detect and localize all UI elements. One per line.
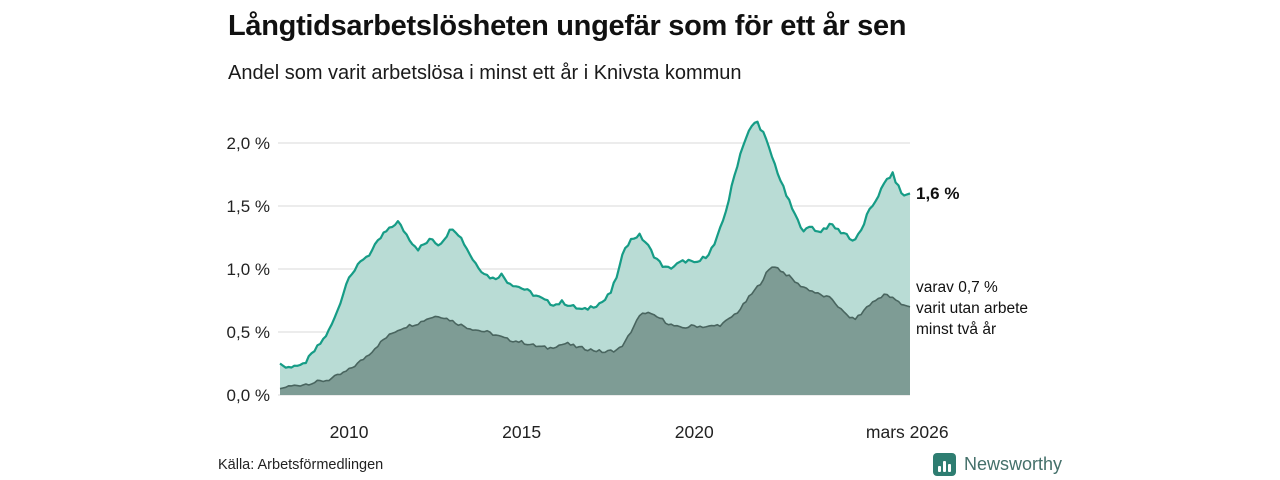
y-axis-tick-label: 0,0 %: [227, 386, 270, 405]
source-credit: Källa: Arbetsförmedlingen: [218, 457, 384, 473]
secondary-annotation-line2: varit utan arbete: [916, 300, 1029, 317]
secondary-series-area: [280, 267, 910, 395]
logo-bar-icon: [937, 466, 941, 472]
y-axis-tick-label: 2,0 %: [227, 134, 270, 153]
x-axis-tick-label: 2015: [502, 422, 541, 442]
x-axis-tick-label: mars 2026: [866, 422, 949, 442]
logo-bar-icon: [947, 464, 951, 472]
total-series-line: [279, 120, 911, 369]
secondary-annotation: varav 0,7 % varit utan arbete minst två …: [916, 277, 1076, 340]
y-axis-tick-label: 1,5 %: [227, 197, 270, 216]
page-subtitle: Andel som varit arbetslösa i minst ett å…: [228, 62, 742, 84]
page-title: Långtidsarbetslösheten ungefär som för e…: [228, 10, 907, 42]
logo-bar-icon: [942, 461, 946, 472]
y-axis-tick-label: 0,5 %: [227, 323, 270, 342]
newsworthy-logo: Newsworthy: [932, 453, 1062, 476]
x-axis-tick-label: 2010: [330, 422, 369, 442]
secondary-annotation-line1: varav 0,7 %: [916, 279, 998, 296]
newsworthy-logo-text: Newsworthy: [963, 454, 1062, 474]
newsworthy-logo-icon: [932, 453, 956, 476]
y-axis-tick-label: 1,0 %: [227, 260, 270, 279]
secondary-annotation-line3: minst två år: [916, 321, 997, 338]
x-axis-tick-label: 2020: [675, 422, 714, 442]
latest-value-label: 1,6 %: [916, 184, 960, 203]
secondary-series-line: [279, 266, 911, 390]
